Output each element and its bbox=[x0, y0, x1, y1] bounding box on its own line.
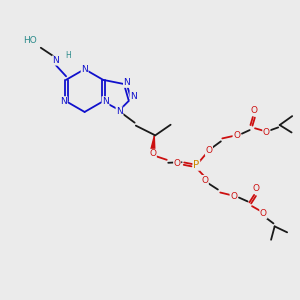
Text: H: H bbox=[65, 51, 71, 60]
Text: O: O bbox=[252, 184, 259, 194]
Text: O: O bbox=[206, 146, 212, 155]
Text: HO: HO bbox=[23, 36, 37, 45]
Text: O: O bbox=[201, 176, 208, 184]
Text: N: N bbox=[116, 107, 123, 116]
Text: O: O bbox=[230, 192, 237, 201]
Text: O: O bbox=[174, 159, 181, 168]
Text: N: N bbox=[60, 97, 67, 106]
Text: N: N bbox=[102, 97, 109, 106]
Text: N: N bbox=[81, 65, 88, 74]
Text: N: N bbox=[52, 56, 59, 65]
Polygon shape bbox=[151, 136, 155, 151]
Text: N: N bbox=[130, 92, 137, 101]
Text: O: O bbox=[260, 209, 267, 218]
Text: P: P bbox=[193, 160, 200, 170]
Text: N: N bbox=[124, 78, 130, 87]
Text: O: O bbox=[263, 128, 270, 137]
Text: O: O bbox=[233, 131, 240, 140]
Text: O: O bbox=[250, 106, 257, 115]
Text: O: O bbox=[149, 149, 156, 158]
